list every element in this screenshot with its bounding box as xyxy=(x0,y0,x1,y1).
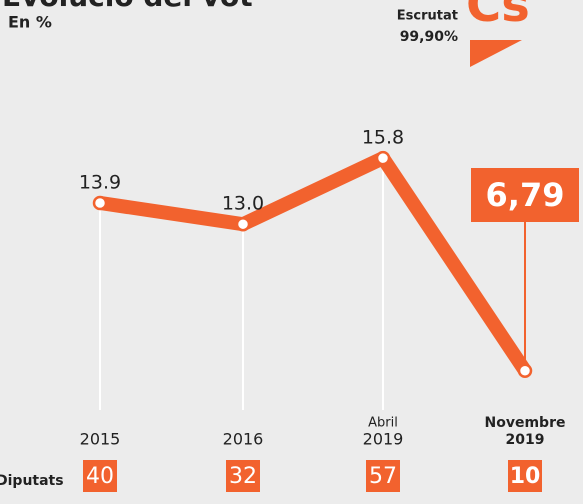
point xyxy=(235,216,251,232)
x-tick-label: Novembre xyxy=(485,415,566,431)
seat-value: 40 xyxy=(86,464,114,489)
seats-label: Diputats xyxy=(0,473,64,489)
data-label: 13.9 xyxy=(79,171,121,193)
point xyxy=(517,363,533,379)
x-tick-label: 2019 xyxy=(363,430,404,449)
seat-value: 57 xyxy=(369,464,397,489)
point xyxy=(92,195,108,211)
seat-value: 32 xyxy=(229,464,257,489)
data-label: 6,79 xyxy=(486,176,565,214)
chart-title: Evolució del vot xyxy=(2,0,253,13)
x-tick-label: 2016 xyxy=(223,430,264,449)
seat-box xyxy=(366,460,400,492)
party-logo: Cs xyxy=(466,0,530,33)
label-box xyxy=(471,168,579,222)
x-tick-label: 2015 xyxy=(80,430,121,449)
line xyxy=(98,151,531,375)
x-tick-label: 2019 xyxy=(506,432,545,448)
seat-box xyxy=(226,460,260,492)
data-label: 13.0 xyxy=(222,193,264,215)
point xyxy=(375,150,391,166)
data-label: 15.8 xyxy=(362,127,404,149)
seat-value: 10 xyxy=(510,464,541,489)
seat-box xyxy=(83,460,117,492)
logo-shape xyxy=(470,40,522,67)
seat-box xyxy=(508,460,542,492)
chart-subtitle: En % xyxy=(8,13,52,32)
counted-value: 99,90% xyxy=(400,29,458,45)
x-tick-label: Abril xyxy=(368,416,398,431)
counted-label: Escrutat xyxy=(397,9,458,24)
